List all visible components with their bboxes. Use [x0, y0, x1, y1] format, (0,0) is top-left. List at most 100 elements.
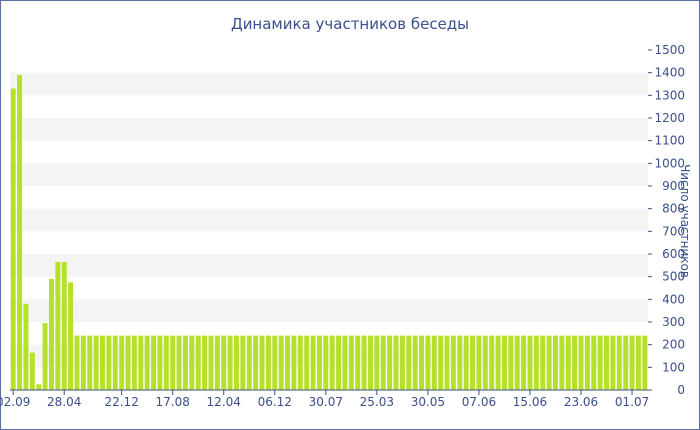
grid-band: [10, 254, 648, 277]
bar: [489, 335, 495, 390]
y-tick-label: 100: [662, 360, 685, 374]
y-tick-label: 500: [662, 270, 685, 284]
bar: [610, 335, 616, 390]
bar: [635, 335, 641, 390]
bar: [61, 261, 67, 390]
x-tick-label: 17.08: [156, 395, 190, 409]
y-tick-label: 1100: [654, 134, 685, 148]
y-tick-label: 900: [662, 179, 685, 193]
chart-title: Динамика участников беседы: [231, 15, 469, 33]
bar: [431, 335, 437, 390]
grid-band: [10, 299, 648, 322]
bar: [272, 335, 278, 390]
bar: [406, 335, 412, 390]
bars-series: [10, 74, 648, 391]
bar: [310, 335, 316, 390]
bar: [629, 335, 635, 390]
bar: [501, 335, 507, 390]
bar: [55, 261, 61, 390]
bar: [17, 74, 23, 390]
bar: [42, 323, 48, 390]
bar: [265, 335, 271, 390]
bar: [412, 335, 418, 390]
bar: [246, 335, 252, 390]
bar: [329, 335, 335, 390]
bar: [131, 335, 137, 390]
bar: [80, 335, 86, 390]
bar: [29, 352, 35, 390]
bar: [553, 335, 558, 390]
grid-band: [10, 208, 648, 232]
bar: [572, 335, 578, 390]
bar: [393, 335, 399, 390]
bar: [202, 335, 208, 390]
bar: [297, 335, 303, 390]
bar: [348, 335, 354, 390]
bar: [278, 335, 284, 390]
bar: [253, 335, 259, 390]
y-tick-label: 400: [662, 292, 685, 306]
x-tick-label: 15.06: [513, 395, 547, 409]
bar: [221, 335, 227, 390]
bar: [387, 335, 393, 390]
y-axis-ticks: 0 100 200 300 400 500 600 700 800 900 1000 1100 1200…: [648, 43, 685, 397]
bar: [48, 278, 54, 390]
bar: [106, 335, 112, 390]
y-tick-label: 800: [662, 202, 685, 216]
bar: [144, 335, 150, 390]
bar: [591, 335, 597, 390]
bar: [597, 335, 603, 390]
bar: [182, 335, 188, 390]
bar: [463, 335, 469, 390]
y-tick-label: 1200: [654, 111, 685, 125]
grid-band: [10, 344, 648, 368]
bar: [234, 335, 239, 390]
bar: [240, 335, 246, 390]
bar: [495, 335, 501, 390]
bar: [214, 335, 220, 390]
bar: [259, 335, 265, 390]
y-tick-label: 300: [662, 315, 685, 329]
y-tick-label: 1500: [654, 43, 685, 57]
bar: [151, 335, 157, 390]
bar: [316, 335, 322, 390]
x-tick-label: 07.06: [462, 395, 496, 409]
grid-bands: [10, 72, 648, 368]
bar: [425, 335, 431, 390]
bar: [457, 335, 463, 390]
x-tick-label: 28.04: [47, 395, 81, 409]
x-tick-label: 23.06: [564, 395, 598, 409]
bar: [444, 335, 450, 390]
y-tick-label: 1300: [654, 88, 685, 102]
bar: [355, 335, 361, 390]
bar: [584, 335, 590, 390]
bar: [533, 335, 539, 390]
bar: [521, 335, 527, 390]
bar: [399, 335, 405, 390]
x-tick-label: 02.09: [0, 395, 30, 409]
bar: [565, 335, 571, 390]
bar: [170, 335, 176, 390]
bar: [476, 335, 482, 390]
bar: [380, 335, 386, 390]
y-tick-label: 1000: [654, 156, 685, 170]
bar: [157, 335, 163, 390]
bar: [482, 335, 488, 390]
bar: [546, 335, 552, 390]
x-axis-ticks: 02.09 28.04 22.12 17.08 12.04 06.12 30.07 25.03…: [0, 390, 649, 409]
x-tick-label: 30.07: [309, 395, 343, 409]
bar: [508, 335, 514, 390]
bar: [361, 335, 367, 390]
bar: [642, 335, 648, 390]
bar: [100, 335, 105, 390]
bar: [68, 282, 74, 390]
bar: [323, 335, 329, 390]
bar: [125, 335, 131, 390]
bar: [112, 335, 118, 390]
bar: [36, 384, 42, 390]
bar: [189, 335, 195, 390]
bar: [470, 335, 476, 390]
bar: [438, 335, 444, 390]
bar: [559, 335, 565, 390]
